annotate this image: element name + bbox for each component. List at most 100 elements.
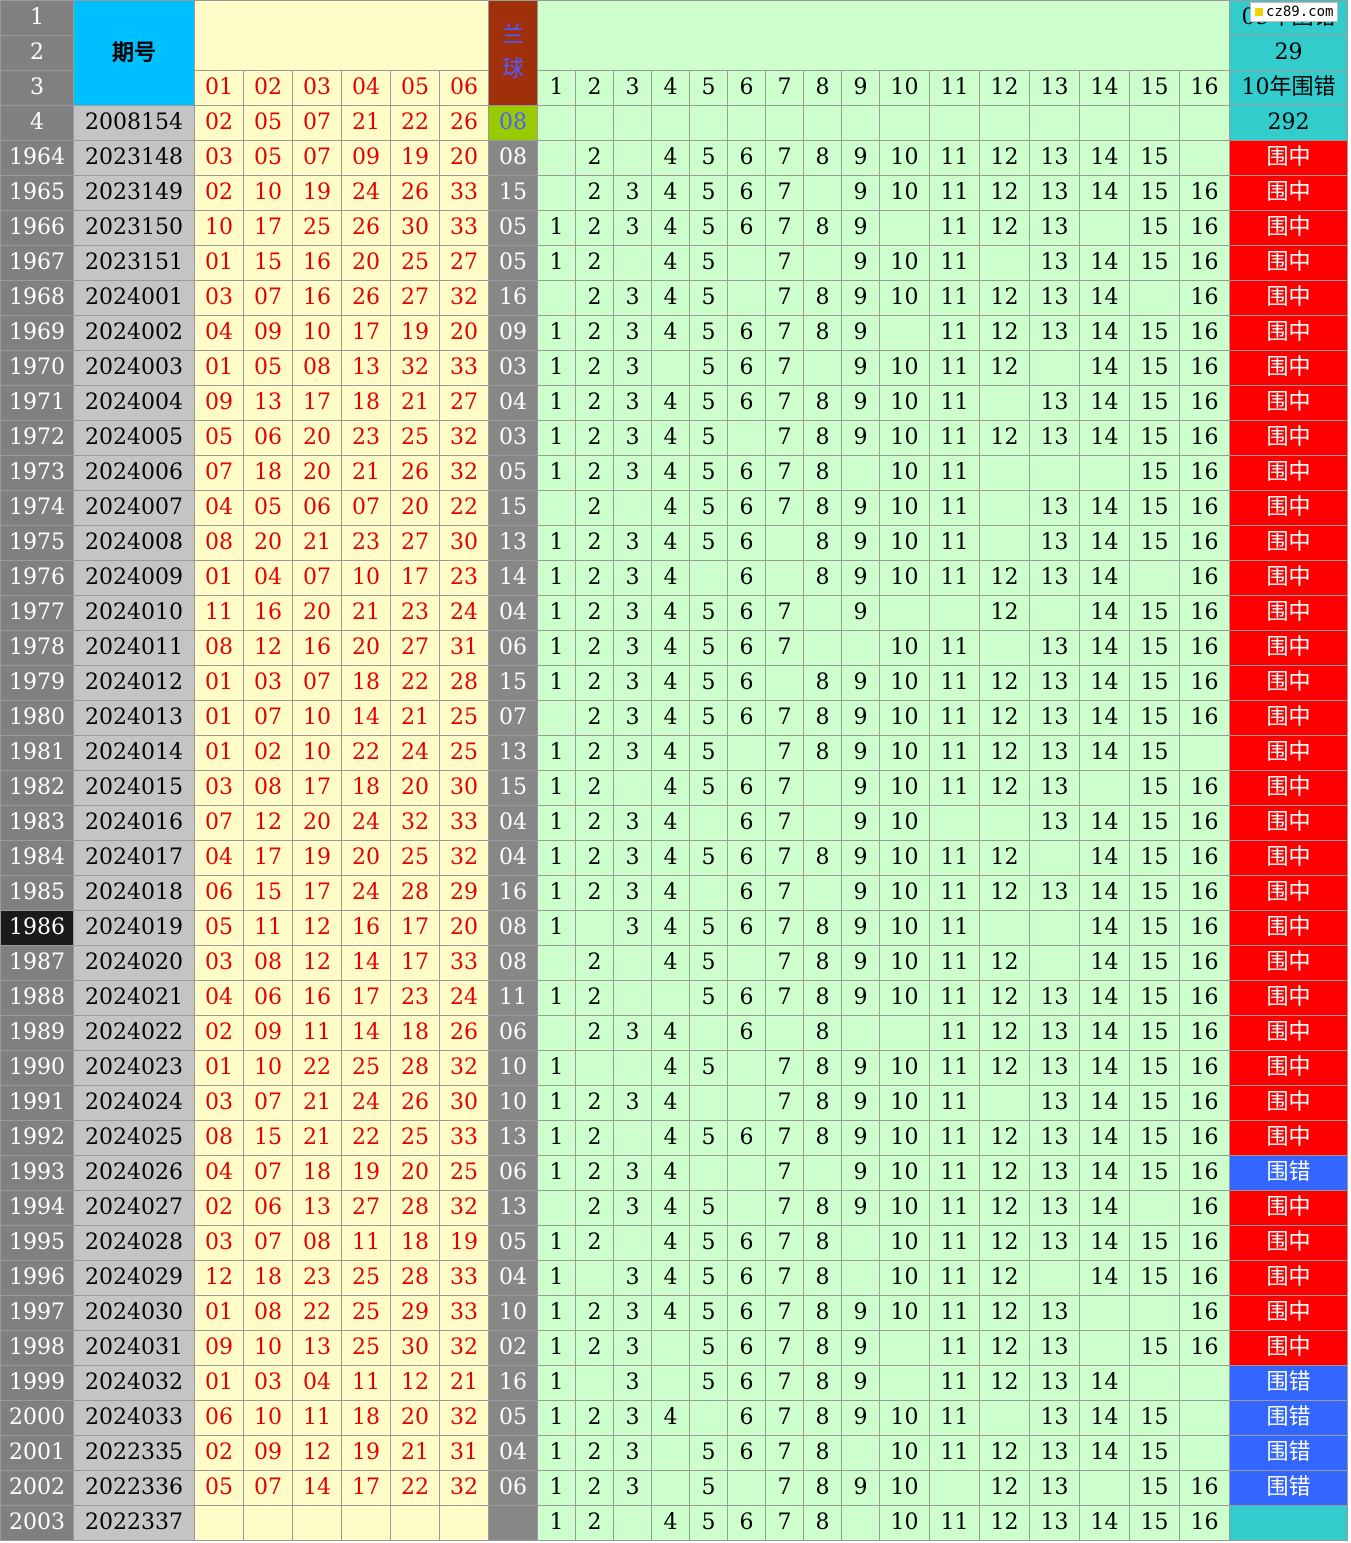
red-ball-cell[interactable]: 04: [194, 490, 244, 526]
row-number[interactable]: 1994: [0, 1190, 74, 1226]
red-ball-cell[interactable]: 22: [439, 490, 489, 526]
digit-cell[interactable]: 15: [1129, 595, 1180, 631]
digit-cell[interactable]: 11: [929, 315, 980, 351]
blue-ball-cell[interactable]: 05: [488, 1225, 538, 1261]
red-ball-cell[interactable]: 06: [292, 490, 342, 526]
digit-cell[interactable]: 13: [1029, 420, 1080, 456]
issue-cell[interactable]: 2022336: [73, 1470, 195, 1506]
digit-cell[interactable]: 8: [803, 140, 842, 176]
red-ball-cell[interactable]: 10: [243, 1330, 293, 1366]
digit-cell[interactable]: [1129, 105, 1180, 141]
digit-cell[interactable]: 8: [803, 1260, 842, 1296]
digit-cell[interactable]: 6: [727, 875, 766, 911]
digit-cell[interactable]: 9: [841, 280, 880, 316]
red-ball-cell[interactable]: 19: [292, 175, 342, 211]
digit-cell[interactable]: 8: [803, 910, 842, 946]
digit-cell[interactable]: 16: [1179, 210, 1230, 246]
digit-cell[interactable]: 14: [1079, 1050, 1130, 1086]
digit-cell[interactable]: 12: [979, 1470, 1030, 1506]
status-cell[interactable]: 围中: [1229, 490, 1348, 526]
blue-ball-cell[interactable]: 06: [488, 1155, 538, 1191]
red-ball-cell[interactable]: 28: [439, 665, 489, 701]
digit-cell[interactable]: 11: [929, 420, 980, 456]
digit-cell[interactable]: [841, 455, 880, 491]
digit-cell[interactable]: [727, 245, 766, 281]
digit-cell[interactable]: 15: [1129, 350, 1180, 386]
digit-cell[interactable]: 1: [537, 385, 576, 421]
red-ball-cell[interactable]: 14: [292, 1470, 342, 1506]
digit-cell[interactable]: 10: [879, 945, 930, 981]
red-ball-cell[interactable]: 09: [243, 1435, 293, 1471]
row-number[interactable]: 2001: [0, 1435, 74, 1471]
digit-cell[interactable]: 11: [929, 490, 980, 526]
red-ball-cell[interactable]: 10: [243, 175, 293, 211]
digit-cell[interactable]: 6: [727, 770, 766, 806]
red-ball-cell[interactable]: 29: [390, 1295, 440, 1331]
digit-cell[interactable]: 13: [1029, 1015, 1080, 1051]
row-number[interactable]: 1972: [0, 420, 74, 456]
digit-cell[interactable]: 16: [1179, 1225, 1230, 1261]
digit-col-header[interactable]: 6: [727, 70, 766, 106]
digit-cell[interactable]: 5: [689, 945, 728, 981]
digit-cell[interactable]: 2: [575, 1400, 614, 1436]
digit-cell[interactable]: 7: [765, 140, 804, 176]
issue-cell[interactable]: 2024020: [73, 945, 195, 981]
red-ball-cell[interactable]: 22: [292, 1295, 342, 1331]
digit-cell[interactable]: 12: [979, 700, 1030, 736]
digit-cell[interactable]: 8: [803, 1435, 842, 1471]
digit-cell[interactable]: 10: [879, 1155, 930, 1191]
digit-cell[interactable]: 13: [1029, 280, 1080, 316]
digit-cell[interactable]: [537, 1015, 576, 1051]
digit-cell[interactable]: [1079, 1295, 1130, 1331]
red-ball-cell[interactable]: 12: [194, 1260, 244, 1296]
row-number[interactable]: 1997: [0, 1295, 74, 1331]
digit-cell[interactable]: 16: [1179, 700, 1230, 736]
status-cell[interactable]: 围中: [1229, 630, 1348, 666]
digit-cell[interactable]: [613, 1050, 652, 1086]
digit-cell[interactable]: 8: [803, 1330, 842, 1366]
digit-cell[interactable]: 7: [765, 910, 804, 946]
red-ball-cell[interactable]: 25: [341, 1295, 391, 1331]
digit-cell[interactable]: 12: [979, 1050, 1030, 1086]
red-ball-cell[interactable]: 26: [439, 1015, 489, 1051]
digit-cell[interactable]: 4: [651, 1190, 690, 1226]
red-ball-cell[interactable]: 32: [439, 1400, 489, 1436]
digit-cell[interactable]: 14: [1079, 595, 1130, 631]
digit-cell[interactable]: [879, 1330, 930, 1366]
status-cell[interactable]: 围中: [1229, 980, 1348, 1016]
digit-cell[interactable]: 4: [651, 840, 690, 876]
digit-cell[interactable]: 9: [841, 350, 880, 386]
status-cell[interactable]: 围中: [1229, 735, 1348, 771]
digit-cell[interactable]: 6: [727, 700, 766, 736]
digit-cell[interactable]: 1: [537, 735, 576, 771]
digit-cell[interactable]: [727, 735, 766, 771]
digit-cell[interactable]: 4: [651, 1295, 690, 1331]
digit-cell[interactable]: 7: [765, 420, 804, 456]
digit-cell[interactable]: 16: [1179, 1190, 1230, 1226]
digit-cell[interactable]: [537, 945, 576, 981]
digit-cell[interactable]: [841, 1225, 880, 1261]
red-ball-cell[interactable]: 04: [194, 840, 244, 876]
red-ball-cell[interactable]: 06: [243, 420, 293, 456]
digit-cell[interactable]: 16: [1179, 875, 1230, 911]
digit-cell[interactable]: 3: [613, 210, 652, 246]
digit-cell[interactable]: 9: [841, 770, 880, 806]
digit-cell[interactable]: [575, 1050, 614, 1086]
blue-ball-cell[interactable]: 15: [488, 770, 538, 806]
status-cell[interactable]: 围中: [1229, 595, 1348, 631]
red-ball-cell[interactable]: [439, 1505, 489, 1541]
issue-cell[interactable]: 2023149: [73, 175, 195, 211]
digit-cell[interactable]: [979, 1400, 1030, 1436]
issue-cell[interactable]: 2024017: [73, 840, 195, 876]
blue-ball-cell[interactable]: 09: [488, 315, 538, 351]
digit-cell[interactable]: 10: [879, 420, 930, 456]
issue-cell[interactable]: 2024023: [73, 1050, 195, 1086]
red-ball-cell[interactable]: 32: [439, 1050, 489, 1086]
digit-cell[interactable]: 12: [979, 175, 1030, 211]
digit-cell[interactable]: 3: [613, 1085, 652, 1121]
red-ball-cell[interactable]: 03: [243, 1365, 293, 1401]
red-ball-cell[interactable]: 22: [390, 665, 440, 701]
digit-cell[interactable]: 12: [979, 840, 1030, 876]
issue-cell[interactable]: 2024016: [73, 805, 195, 841]
red-ball-cell[interactable]: 18: [390, 1015, 440, 1051]
